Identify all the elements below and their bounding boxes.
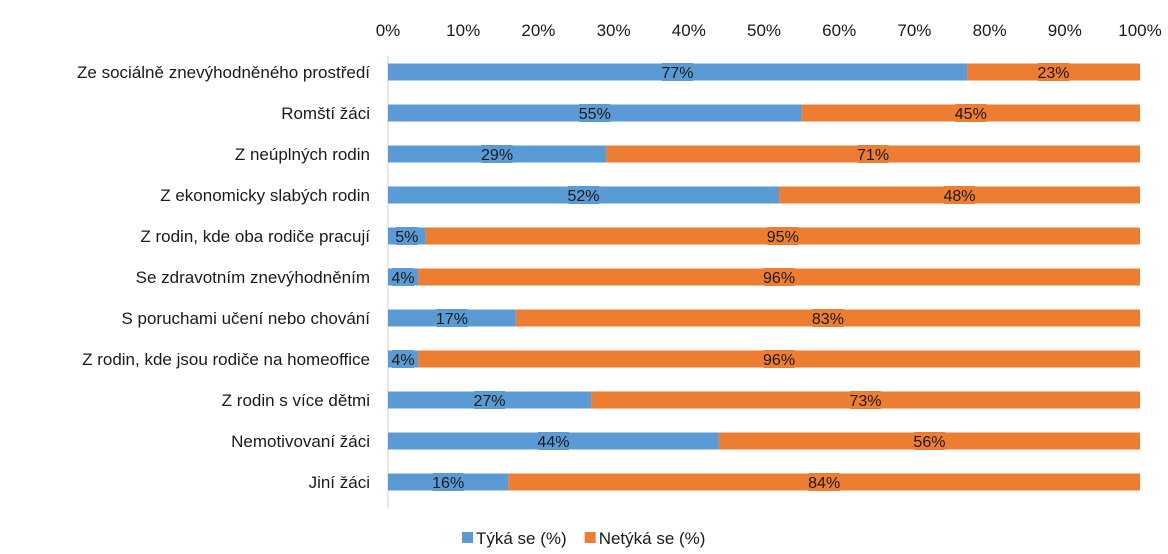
data-label-bg [763,268,795,286]
x-tick-label: 70% [897,21,931,40]
data-label-bg [1038,63,1070,81]
category-label: Romští žáci [281,104,370,123]
data-label-bg [579,104,611,122]
data-label: 5% [395,229,418,246]
data-label-bg [395,227,418,245]
data-label: 4% [391,270,414,287]
data-label: 96% [763,352,795,369]
data-label: 27% [474,393,506,410]
data-label: 83% [812,311,844,328]
x-tick-label: 90% [1048,21,1082,40]
data-label: 16% [432,475,464,492]
data-label-bg [812,309,844,327]
data-label-bg [767,227,799,245]
category-label: Z rodin, kde jsou rodiče na homeoffice [82,350,370,369]
data-labels: 77% 23% 55% 45% 29% 71% 52% 48% 5% 95% 4% 96% 17% 83%… [391,63,1070,492]
x-tick-label: 60% [822,21,856,40]
category-label: S poruchami učení nebo chování [121,309,370,328]
data-label-bg [662,63,694,81]
data-label: 73% [850,393,882,410]
data-label-bg [944,186,976,204]
category-label: Z rodin s více dětmi [222,391,370,410]
data-label-bg [537,432,569,450]
data-label-bg [432,473,464,491]
data-label: 23% [1038,65,1070,82]
x-tick-label: 10% [446,21,480,40]
category-label: Ze sociálně znevýhodněného prostředí [77,63,370,82]
data-label-bg [481,145,513,163]
data-label-bg [474,391,506,409]
x-tick-label: 100% [1118,21,1161,40]
data-label: 17% [436,311,468,328]
data-label-bg [392,350,415,368]
category-axis: Ze sociálně znevýhodněného prostředí Romš… [77,63,370,492]
x-tick-label: 0% [376,21,401,40]
data-label-bg [955,104,987,122]
data-label-bg [763,350,795,368]
data-label: 44% [537,434,569,451]
x-tick-label: 40% [672,21,706,40]
data-label-bg [913,432,945,450]
x-axis: 0% 10% 20% 30% 40% 50% 60% 70% 80% 90% 100% [376,21,1162,508]
x-tick-label: 30% [597,21,631,40]
x-tick-label: 50% [747,21,781,40]
legend: Týká se (%) Netýká se (%) [462,529,705,548]
legend-swatch-tyka-se [462,532,473,543]
legend-label: Netýká se (%) [599,529,706,548]
category-label: Z neúplných rodin [235,145,370,164]
data-label-bg [850,391,882,409]
data-label-bg [857,145,889,163]
data-label: 77% [662,65,694,82]
data-label: 96% [763,270,795,287]
category-label: Z ekonomicky slabých rodin [160,186,370,205]
category-label: Se zdravotním znevýhodněním [136,268,370,287]
legend-label: Týká se (%) [476,529,567,548]
data-label: 71% [857,147,889,164]
data-label-bg [392,268,415,286]
x-tick-label: 20% [521,21,555,40]
data-label: 29% [481,147,513,164]
data-label: 48% [944,188,976,205]
data-label: 95% [767,229,799,246]
data-label-bg [568,186,600,204]
data-label-bg [436,309,468,327]
data-label: 52% [568,188,600,205]
data-label: 45% [955,106,987,123]
category-label: Nemotivovaní žáci [231,432,370,451]
data-label: 56% [913,434,945,451]
data-label: 84% [808,475,840,492]
data-label: 55% [579,106,611,123]
x-tick-label: 80% [973,21,1007,40]
category-label: Z rodin, kde oba rodiče pracují [140,227,370,246]
legend-swatch-netyka-se [584,532,596,543]
data-label: 4% [391,352,414,369]
category-label: Jiní žáci [309,473,370,492]
data-label-bg [808,473,840,491]
